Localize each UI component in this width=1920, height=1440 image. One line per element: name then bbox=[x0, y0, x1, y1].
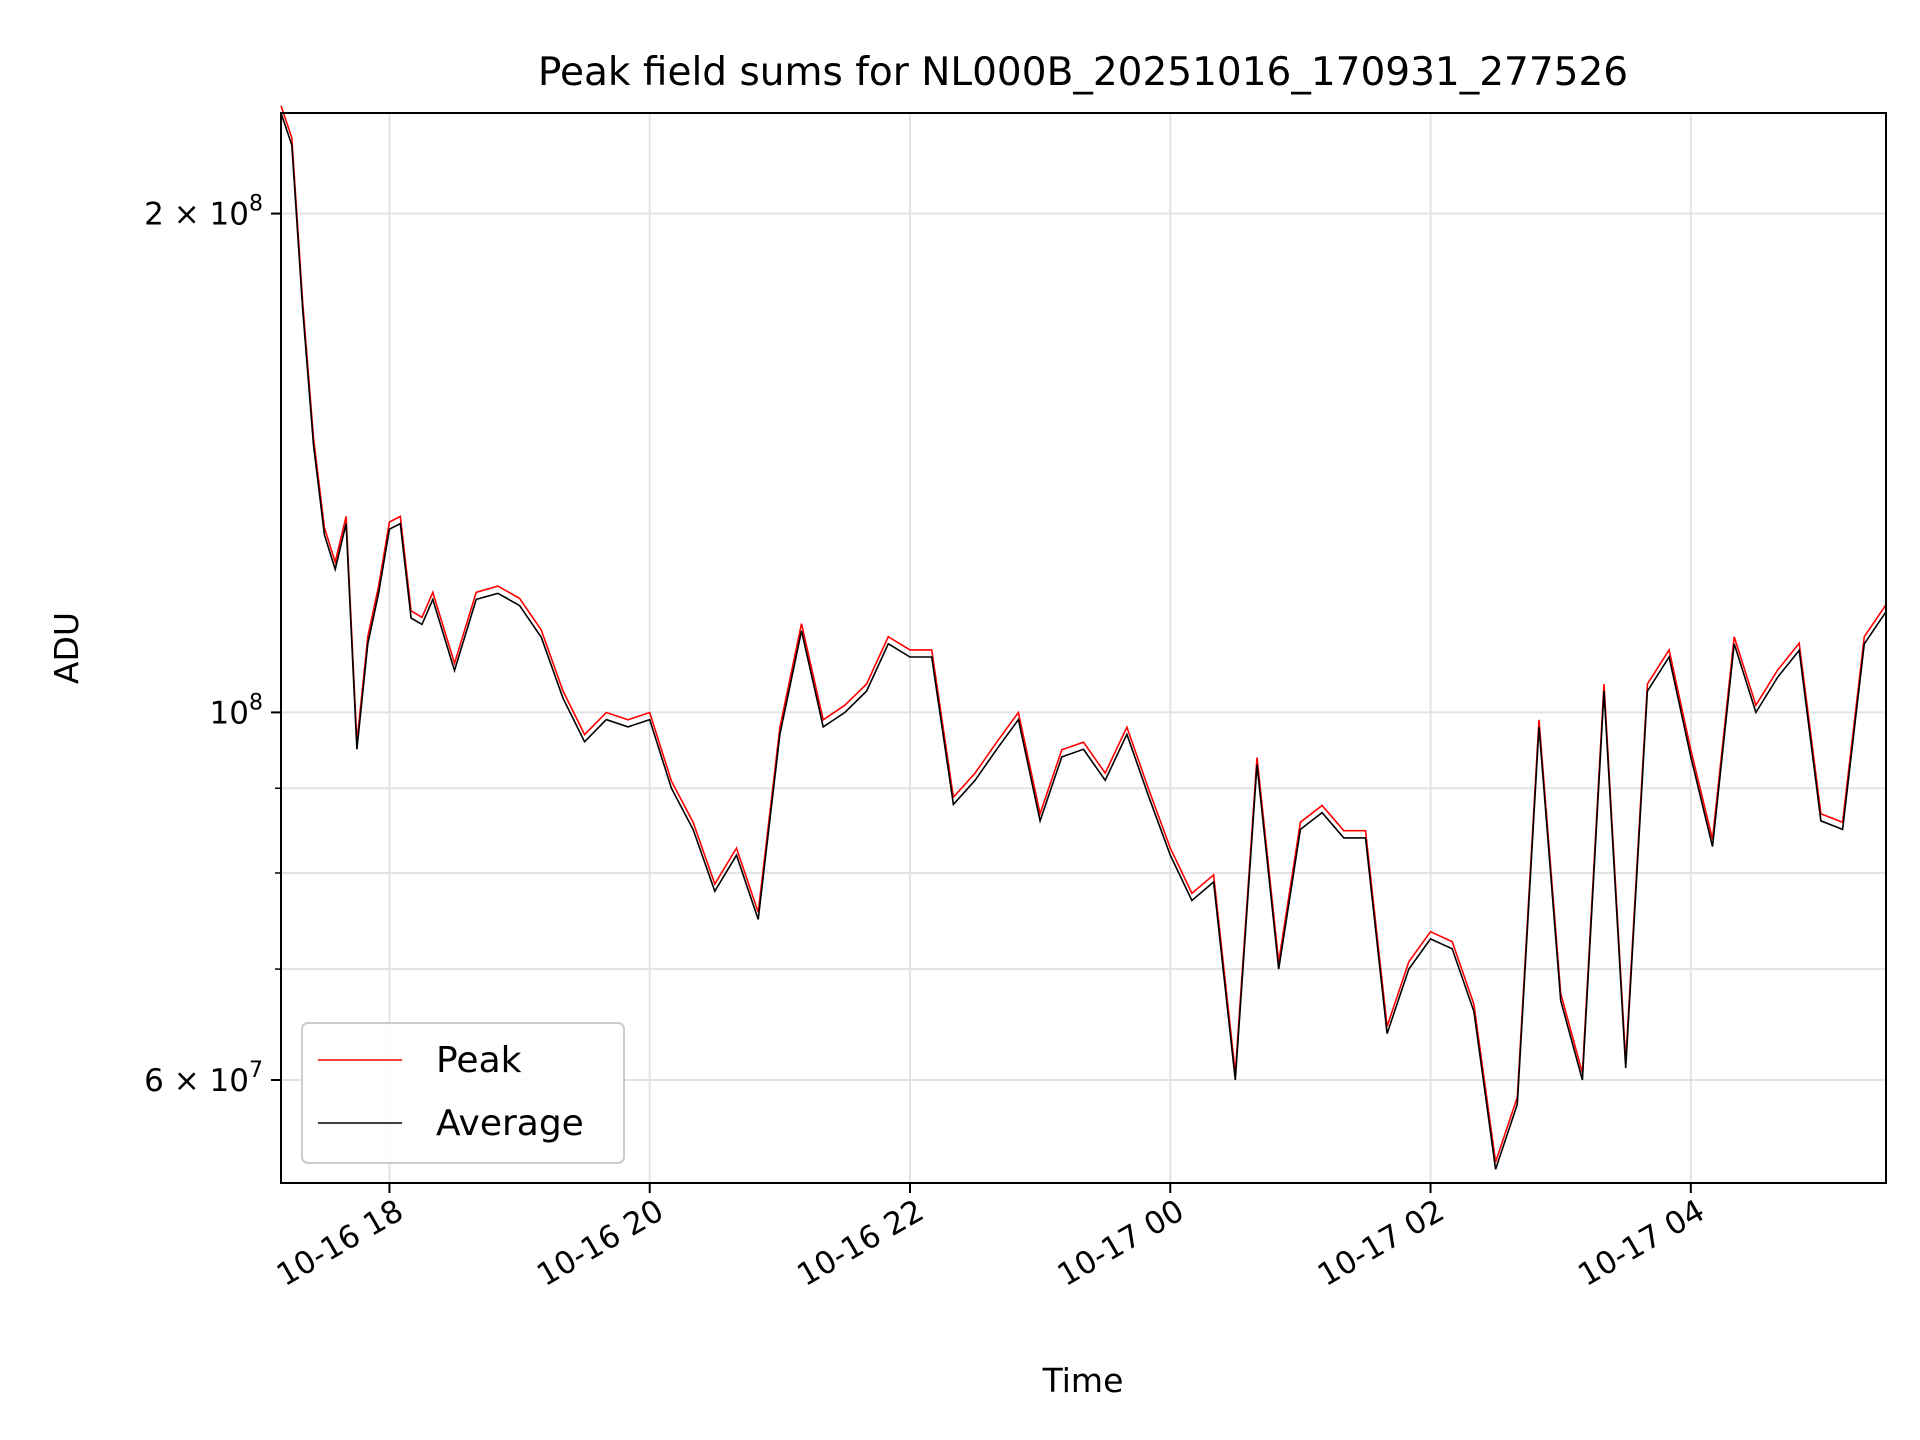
x-axis-label: Time bbox=[1042, 1361, 1124, 1400]
grid bbox=[281, 113, 1886, 1183]
legend-box bbox=[301, 1022, 625, 1164]
series-lines bbox=[280, 105, 1887, 1170]
legend-label-average: Average bbox=[436, 1103, 584, 1144]
y-tick-label: 6 × 107 bbox=[144, 1058, 263, 1099]
y-tick-label: 2 × 108 bbox=[144, 192, 263, 233]
chart-title: Peak field sums for NL000B_20251016_1709… bbox=[538, 50, 1628, 95]
y-axis-label: ADU bbox=[47, 612, 86, 684]
legend-label-peak: Peak bbox=[436, 1040, 522, 1081]
series-line-average bbox=[280, 112, 1887, 1170]
plot-frame bbox=[280, 112, 1887, 1184]
legend: Peak Average bbox=[301, 1022, 625, 1164]
